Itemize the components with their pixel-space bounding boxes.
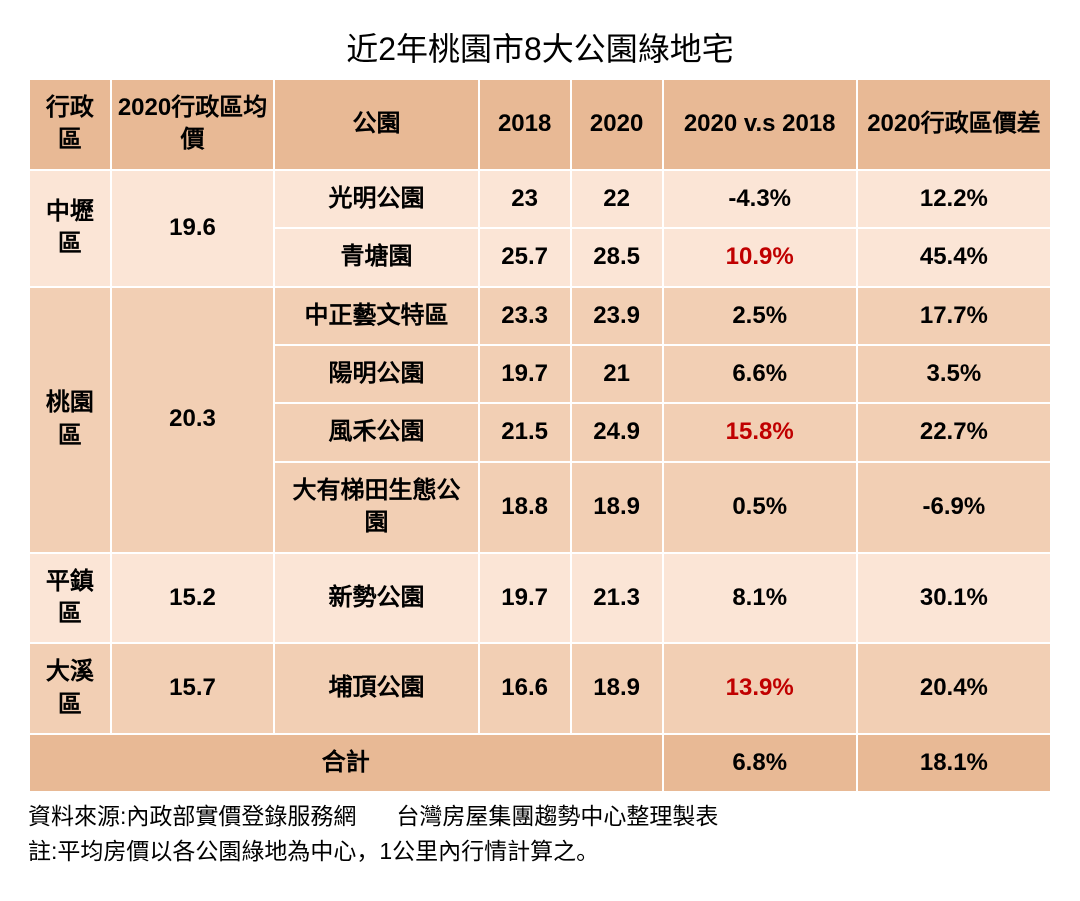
col-header: 行政區 [29, 79, 111, 170]
change-cell: 6.6% [663, 345, 857, 403]
change-cell: -4.3% [663, 170, 857, 228]
park-name-cell: 中正藝文特區 [274, 287, 478, 345]
park-price-table: 行政區2020行政區均價公園201820202020 v.s 20182020行… [28, 78, 1052, 793]
district-avg-cell: 19.6 [111, 170, 275, 287]
diff-cell: 20.4% [857, 643, 1051, 734]
district-cell: 中壢區 [29, 170, 111, 287]
total-change-cell: 6.8% [663, 734, 857, 792]
district-avg-cell: 15.2 [111, 553, 275, 644]
value-2018-cell: 19.7 [479, 553, 571, 644]
value-2018-cell: 18.8 [479, 462, 571, 553]
value-2018-cell: 23.3 [479, 287, 571, 345]
district-avg-cell: 20.3 [111, 287, 275, 553]
footer-compiled: 台灣房屋集團趨勢中心整理製表 [396, 799, 718, 834]
total-label-cell: 合計 [29, 734, 663, 792]
district-cell: 平鎮區 [29, 553, 111, 644]
diff-cell: 45.4% [857, 228, 1051, 286]
page-title: 近2年桃園市8大公園綠地宅 [28, 24, 1052, 70]
change-cell: 2.5% [663, 287, 857, 345]
value-2020-cell: 28.5 [571, 228, 663, 286]
district-avg-cell: 15.7 [111, 643, 275, 734]
value-2020-cell: 21 [571, 345, 663, 403]
diff-cell: 30.1% [857, 553, 1051, 644]
table-row: 桃園區20.3中正藝文特區23.323.92.5%17.7% [29, 287, 1051, 345]
footer-source: 資料來源:內政部實價登錄服務網 [28, 799, 356, 834]
diff-cell: 17.7% [857, 287, 1051, 345]
table-row: 平鎮區15.2新勢公園19.721.38.1%30.1% [29, 553, 1051, 644]
park-name-cell: 青塘園 [274, 228, 478, 286]
col-header: 2020行政區均價 [111, 79, 275, 170]
value-2018-cell: 23 [479, 170, 571, 228]
col-header: 2020行政區價差 [857, 79, 1051, 170]
total-row: 合計6.8%18.1% [29, 734, 1051, 792]
park-name-cell: 光明公園 [274, 170, 478, 228]
district-cell: 大溪區 [29, 643, 111, 734]
col-header: 2018 [479, 79, 571, 170]
park-name-cell: 埔頂公園 [274, 643, 478, 734]
district-cell: 桃園區 [29, 287, 111, 553]
value-2018-cell: 19.7 [479, 345, 571, 403]
change-cell: 15.8% [663, 403, 857, 461]
diff-cell: 3.5% [857, 345, 1051, 403]
col-header: 2020 v.s 2018 [663, 79, 857, 170]
value-2020-cell: 23.9 [571, 287, 663, 345]
col-header: 2020 [571, 79, 663, 170]
park-name-cell: 新勢公園 [274, 553, 478, 644]
value-2018-cell: 25.7 [479, 228, 571, 286]
change-cell: 8.1% [663, 553, 857, 644]
value-2018-cell: 21.5 [479, 403, 571, 461]
value-2018-cell: 16.6 [479, 643, 571, 734]
change-cell: 0.5% [663, 462, 857, 553]
table-header-row: 行政區2020行政區均價公園201820202020 v.s 20182020行… [29, 79, 1051, 170]
park-name-cell: 陽明公園 [274, 345, 478, 403]
diff-cell: 22.7% [857, 403, 1051, 461]
table-row: 大溪區15.7埔頂公園16.618.913.9%20.4% [29, 643, 1051, 734]
col-header: 公園 [274, 79, 478, 170]
table-row: 中壢區19.6光明公園2322-4.3%12.2% [29, 170, 1051, 228]
diff-cell: -6.9% [857, 462, 1051, 553]
table-footer: 資料來源:內政部實價登錄服務網 台灣房屋集團趨勢中心整理製表 註:平均房價以各公… [28, 799, 1052, 868]
change-cell: 13.9% [663, 643, 857, 734]
value-2020-cell: 18.9 [571, 643, 663, 734]
total-diff-cell: 18.1% [857, 734, 1051, 792]
footer-note: 註:平均房價以各公園綠地為中心，1公里內行情計算之。 [28, 834, 1052, 869]
value-2020-cell: 18.9 [571, 462, 663, 553]
diff-cell: 12.2% [857, 170, 1051, 228]
park-name-cell: 大有梯田生態公園 [274, 462, 478, 553]
value-2020-cell: 24.9 [571, 403, 663, 461]
value-2020-cell: 21.3 [571, 553, 663, 644]
change-cell: 10.9% [663, 228, 857, 286]
value-2020-cell: 22 [571, 170, 663, 228]
park-name-cell: 風禾公園 [274, 403, 478, 461]
